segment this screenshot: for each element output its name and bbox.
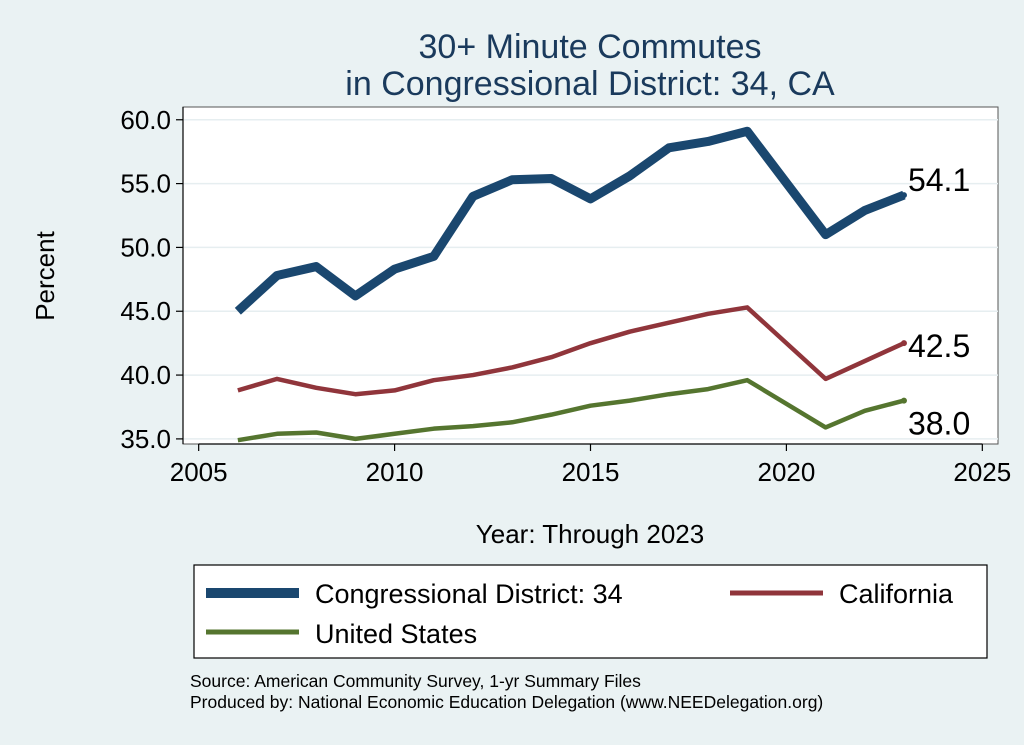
producer-note: Produced by: National Economic Education…: [190, 692, 823, 712]
end-label-california: 42.5: [908, 328, 970, 364]
legend-box: [193, 564, 988, 659]
source-note: Source: American Community Survey, 1-yr …: [190, 671, 641, 691]
y-tick-label: 35.0: [120, 424, 171, 454]
x-tick-label: 2010: [366, 457, 424, 487]
y-tick-label: 40.0: [120, 360, 171, 390]
legend-label-district: Congressional District: 34: [315, 579, 623, 609]
end-label-district: 54.1: [908, 162, 970, 198]
x-tick-label: 2005: [170, 457, 228, 487]
chart-title-line-2: in Congressional District: 34, CA: [345, 65, 835, 103]
x-tick-label: 2015: [562, 457, 620, 487]
y-tick-label: 60.0: [120, 105, 171, 135]
series-end-point-district: [900, 192, 907, 199]
y-axis-title: Percent: [30, 230, 60, 320]
y-tick-label: 55.0: [120, 169, 171, 199]
x-axis: 2005 2010 2015 2020 2025: [170, 443, 1011, 487]
y-tick-label: 45.0: [120, 296, 171, 326]
grid-lines: [183, 119, 998, 440]
series-line-california: [237, 305, 905, 397]
chart-title-line-1: 30+ Minute Commutes: [419, 28, 762, 66]
series-line-united-states: [237, 377, 905, 443]
y-tick-label: 50.0: [120, 232, 171, 262]
end-label-united-states: 38.0: [908, 406, 970, 442]
series-end-point-california: [900, 340, 907, 347]
x-tick-label: 2020: [757, 457, 815, 487]
legend: Congressional District: 34 California Un…: [193, 564, 988, 659]
legend-label-california: California: [839, 579, 954, 609]
x-tick-label: 2025: [953, 457, 1011, 487]
legend-label-united-states: United States: [315, 619, 477, 649]
end-labels: 54.1 42.5 38.0: [908, 162, 970, 442]
series-line-district: [234, 126, 906, 315]
series-lines: [234, 126, 907, 443]
series-end-point-united-states: [900, 397, 907, 404]
y-axis: 35.0 40.0 45.0 50.0 55.0 60.0: [120, 105, 184, 454]
plot-area: [182, 106, 999, 445]
x-axis-title: Year: Through 2023: [476, 519, 704, 549]
